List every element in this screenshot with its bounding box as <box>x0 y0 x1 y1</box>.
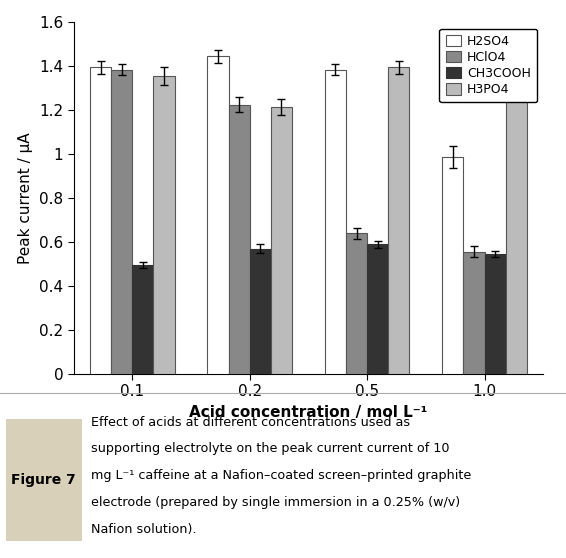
Bar <box>484 254 506 374</box>
Bar <box>388 68 409 374</box>
Bar <box>464 252 484 374</box>
Legend: H2SO4, HClO4, CH3COOH, H3PO4: H2SO4, HClO4, CH3COOH, H3PO4 <box>439 28 537 103</box>
Bar <box>208 56 229 374</box>
Text: Figure 7: Figure 7 <box>11 473 76 487</box>
Text: Nafion solution).: Nafion solution). <box>91 523 196 536</box>
Bar <box>443 157 464 374</box>
Bar <box>132 265 153 374</box>
Bar <box>250 249 271 374</box>
Bar <box>325 70 346 374</box>
X-axis label: Acid concentration / mol L⁻¹: Acid concentration / mol L⁻¹ <box>189 405 428 420</box>
Text: electrode (prepared by single immersion in a 0.25% (w/v): electrode (prepared by single immersion … <box>91 496 460 509</box>
Y-axis label: Peak current / μA: Peak current / μA <box>18 132 33 264</box>
Bar <box>506 76 527 374</box>
Text: supporting electrolyte on the peak current current of 10: supporting electrolyte on the peak curre… <box>91 442 449 455</box>
Text: Effect of acids at different concentrations used as: Effect of acids at different concentrati… <box>91 416 410 429</box>
Text: mg L⁻¹ caffeine at a Nafion–coated screen–printed graphite: mg L⁻¹ caffeine at a Nafion–coated scree… <box>91 469 471 482</box>
Bar <box>271 107 292 374</box>
Bar <box>111 70 132 374</box>
Bar <box>90 68 111 374</box>
Bar <box>153 76 174 374</box>
Bar <box>367 244 388 374</box>
Bar <box>346 233 367 374</box>
Bar <box>229 105 250 374</box>
